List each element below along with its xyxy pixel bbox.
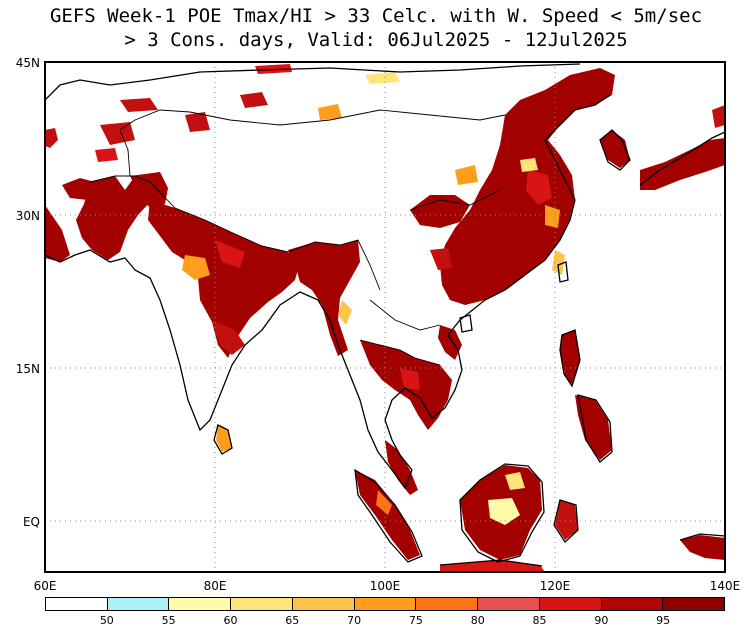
legend-labels: 50 55 60 65 70 75 80 85 90 95 — [45, 614, 725, 630]
legend-label: 50 — [99, 614, 114, 627]
legend-swatch — [107, 598, 170, 610]
map-frame — [44, 61, 726, 573]
legend-label: 60 — [223, 614, 238, 627]
lon-axis: 60E 80E 100E 120E 140E — [34, 579, 741, 593]
lon-label-120e: 120E — [540, 579, 571, 593]
legend-swatch — [601, 598, 664, 610]
legend-label: 85 — [532, 614, 547, 627]
legend-swatch — [46, 598, 108, 610]
country-borders — [89, 109, 506, 366]
legend-swatch — [663, 598, 725, 610]
lon-label-100e: 100E — [370, 579, 401, 593]
legend-label: 90 — [594, 614, 609, 627]
legend-label: 95 — [656, 614, 671, 627]
coastlines — [45, 63, 725, 567]
legend-label: 70 — [347, 614, 362, 627]
lon-label-60e: 60E — [34, 579, 57, 593]
legend-label: 65 — [285, 614, 300, 627]
legend-swatch — [231, 598, 293, 610]
legend-swatch — [539, 598, 602, 610]
lon-label-140e: 140E — [710, 579, 741, 593]
legend-label: 55 — [161, 614, 176, 627]
legend-swatch — [169, 598, 232, 610]
gridlines — [45, 62, 725, 572]
legend-swatch — [292, 598, 355, 610]
legend-swatch — [478, 598, 540, 610]
color-legend — [45, 597, 725, 611]
probability-shading — [45, 64, 725, 572]
legend-label: 75 — [408, 614, 423, 627]
lat-label-45n: 45N — [16, 56, 40, 70]
legend-swatch — [416, 598, 479, 610]
lat-label-eq: EQ — [23, 515, 40, 529]
lat-label-30n: 30N — [16, 209, 40, 223]
legend-swatch — [354, 598, 417, 610]
map-title-line2: > 3 Cons. days, Valid: 06Jul2025 - 12Jul… — [124, 29, 628, 51]
lon-label-80e: 80E — [204, 579, 227, 593]
map-title-line1: GEFS Week-1 POE Tmax/HI > 33 Celc. with … — [49, 5, 703, 27]
lat-axis: 45N 30N 15N EQ — [16, 56, 40, 529]
lat-label-15n: 15N — [16, 362, 40, 376]
legend-label: 80 — [470, 614, 485, 627]
